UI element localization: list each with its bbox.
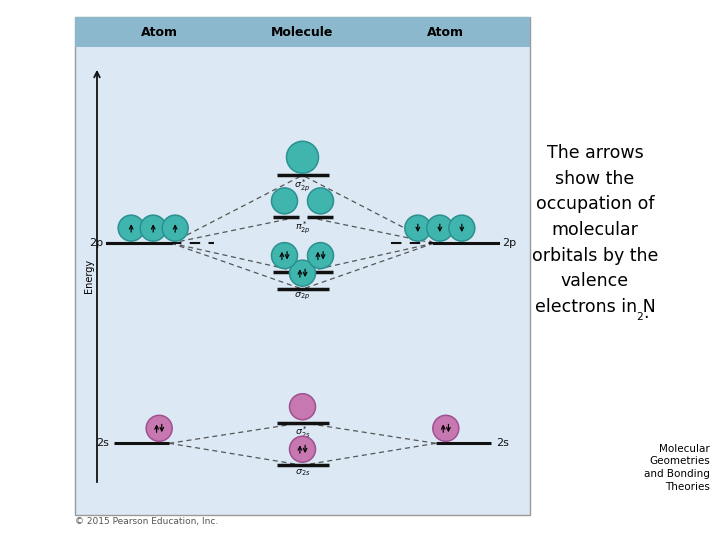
Text: The arrows
show the
occupation of
molecular
orbitals by the
valence
electrons in: The arrows show the occupation of molecu… xyxy=(532,144,658,316)
Text: $\sigma^*_{2p}$: $\sigma^*_{2p}$ xyxy=(294,177,310,193)
Text: © 2015 Pearson Education, Inc.: © 2015 Pearson Education, Inc. xyxy=(75,517,218,526)
Circle shape xyxy=(427,215,453,241)
Text: Energy: Energy xyxy=(84,259,94,293)
Text: .: . xyxy=(643,304,649,322)
Circle shape xyxy=(449,215,474,241)
Circle shape xyxy=(307,188,333,214)
Circle shape xyxy=(289,260,315,286)
Circle shape xyxy=(118,215,144,241)
Text: $\sigma_{2p}$: $\sigma_{2p}$ xyxy=(294,291,310,302)
Text: 2s: 2s xyxy=(96,438,109,448)
Circle shape xyxy=(271,188,297,214)
Text: 2p: 2p xyxy=(502,238,516,248)
Bar xyxy=(75,17,530,515)
Text: $\pi^*_{2p}$: $\pi^*_{2p}$ xyxy=(294,219,310,235)
Bar xyxy=(75,17,530,47)
Text: 2p: 2p xyxy=(89,238,103,248)
Circle shape xyxy=(162,215,188,241)
Text: Atom: Atom xyxy=(428,25,464,38)
Text: Atom: Atom xyxy=(140,25,178,38)
Text: $_2$: $_2$ xyxy=(636,308,644,323)
Text: $\sigma_{2s}$: $\sigma_{2s}$ xyxy=(294,467,310,478)
Circle shape xyxy=(146,415,172,441)
Circle shape xyxy=(289,436,315,462)
Text: Molecule: Molecule xyxy=(271,25,333,38)
Text: $\sigma^*_{2s}$: $\sigma^*_{2s}$ xyxy=(294,425,310,440)
Circle shape xyxy=(307,242,333,268)
Circle shape xyxy=(287,141,318,173)
Circle shape xyxy=(289,394,315,420)
Text: 2s: 2s xyxy=(496,438,509,448)
Circle shape xyxy=(140,215,166,241)
Circle shape xyxy=(405,215,431,241)
Circle shape xyxy=(433,415,459,441)
Circle shape xyxy=(271,242,297,268)
Text: $\pi_{2p}$: $\pi_{2p}$ xyxy=(294,274,310,285)
Text: Molecular
Geometries
and Bonding
Theories: Molecular Geometries and Bonding Theorie… xyxy=(644,443,710,492)
